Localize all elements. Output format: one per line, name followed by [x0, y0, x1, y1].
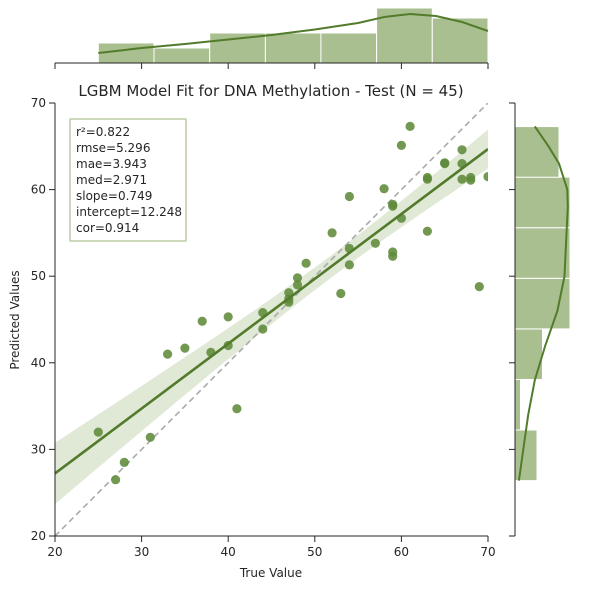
top-histogram-bar [431, 17, 489, 64]
data-point [336, 288, 346, 299]
right-histogram-bar [514, 176, 571, 229]
data-point [292, 273, 303, 283]
right-histogram-bar [514, 227, 571, 279]
main-axes: 20 30 40 50 60 70 20 30 40 50 60 70 [31, 96, 496, 559]
top-marginal-histogram [54, 7, 489, 69]
y-axis-label: Predicted Values [8, 270, 22, 369]
right-histogram-bar [514, 429, 538, 482]
data-point [422, 172, 432, 183]
top-histogram-bar [153, 47, 211, 64]
data-point [370, 238, 380, 248]
right-kde-curve [517, 125, 569, 481]
stats-box-frame [69, 118, 187, 242]
data-point [93, 427, 103, 437]
x-tick-label: 30 [134, 545, 149, 559]
data-point [457, 174, 467, 184]
y-tick-label: 20 [31, 529, 46, 543]
data-point [292, 280, 303, 290]
data-point [197, 316, 207, 326]
data-point [396, 140, 406, 150]
data-point [405, 121, 415, 131]
chart-title: LGBM Model Fit for DNA Methylation - Tes… [78, 82, 463, 100]
x-axis-label: True Value [239, 566, 302, 580]
x-tick-label: 40 [221, 545, 236, 559]
data-point [258, 324, 268, 334]
top-histogram-bar [376, 7, 433, 64]
stats-box: r²=0.822 rmse=5.296 mae=3.943 med=2.971 slop… [69, 118, 187, 242]
y-tick-label: 70 [31, 96, 46, 110]
data-point [119, 457, 129, 467]
data-point [457, 145, 467, 155]
top-histogram-bar [320, 32, 378, 64]
right-histogram-bar [514, 328, 543, 380]
y-tick-label: 60 [31, 183, 46, 197]
regression-line [55, 148, 488, 475]
regression-line-layer [55, 148, 488, 475]
data-point [301, 258, 311, 268]
stats-line: mae=3.943 [76, 157, 147, 171]
data-point [223, 312, 233, 322]
data-point [232, 404, 242, 414]
y-tick-label: 30 [31, 442, 46, 456]
data-point [379, 184, 389, 194]
data-point [388, 247, 398, 257]
y-tick-label: 40 [31, 356, 46, 370]
top-kde-curve [98, 12, 489, 54]
top-histogram-bar [264, 32, 322, 64]
right-histogram-bar [514, 378, 521, 431]
stats-line: rmse=5.296 [76, 141, 150, 155]
stats-line: cor=0.914 [76, 221, 139, 235]
confidence-band [55, 129, 488, 504]
x-tick-label: 60 [394, 545, 409, 559]
stats-line: med=2.971 [76, 173, 147, 187]
data-point [327, 228, 337, 238]
data-point [163, 349, 173, 359]
right-marginal-histogram [509, 102, 571, 537]
x-tick-label: 20 [47, 545, 62, 559]
data-point [145, 432, 155, 442]
data-point [440, 158, 450, 168]
data-point [474, 282, 484, 292]
data-point [388, 199, 398, 209]
data-point [180, 343, 190, 353]
data-point [466, 172, 476, 183]
data-point [344, 260, 354, 270]
confidence-band-layer [55, 129, 488, 504]
x-tick-label: 70 [480, 545, 495, 559]
x-tick-label: 50 [307, 545, 322, 559]
stats-line: intercept=12.248 [76, 205, 182, 219]
data-point [344, 191, 354, 202]
data-point [111, 475, 121, 485]
y-tick-label: 50 [31, 269, 46, 283]
stats-line: r²=0.822 [76, 125, 130, 139]
stats-line: slope=0.749 [76, 189, 152, 203]
data-point [483, 172, 488, 182]
data-point [422, 226, 432, 236]
